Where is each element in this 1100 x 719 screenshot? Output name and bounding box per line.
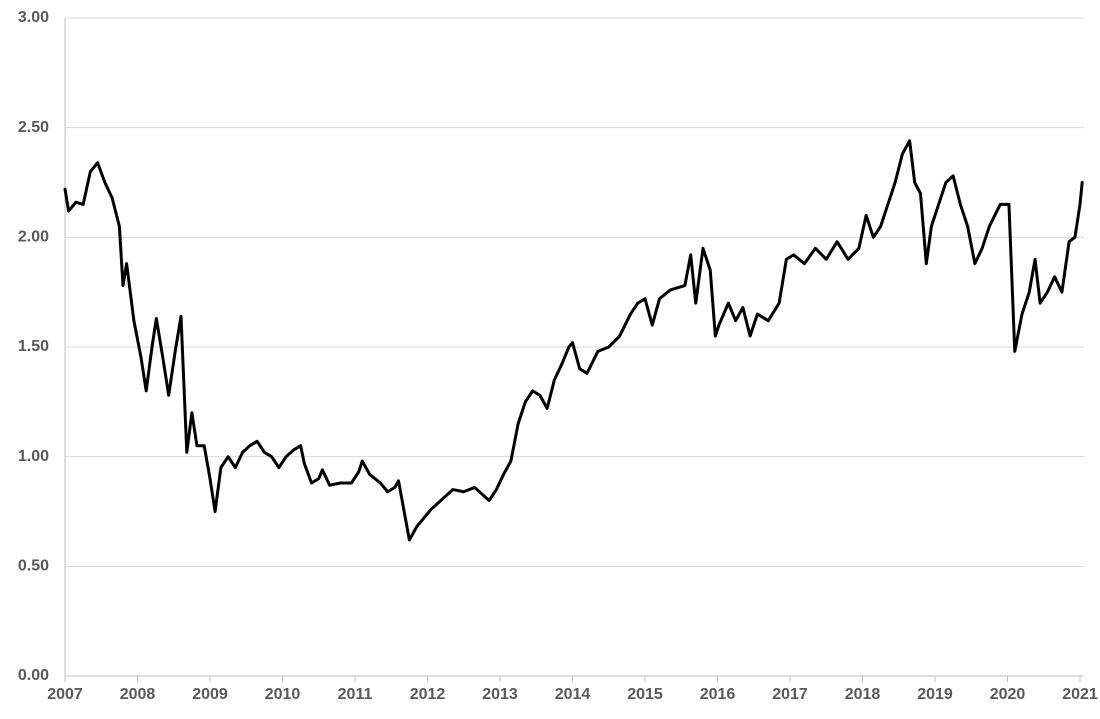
x-tick-label: 2010 xyxy=(265,686,301,703)
y-tick-label: 1.50 xyxy=(18,338,49,355)
y-tick-label: 0.50 xyxy=(18,558,49,575)
x-tick-label: 2015 xyxy=(627,686,663,703)
x-tick-label: 2014 xyxy=(555,686,591,703)
x-tick-label: 2020 xyxy=(990,686,1026,703)
x-tick-label: 2009 xyxy=(192,686,228,703)
x-tick-label: 2012 xyxy=(410,686,446,703)
data-line xyxy=(63,139,1084,542)
y-tick-label: 2.50 xyxy=(18,119,49,136)
x-tick-label: 2011 xyxy=(338,686,373,703)
x-tick-label: 2013 xyxy=(482,686,518,703)
x-tick-label: 2021 xyxy=(1062,686,1098,703)
x-tick-label: 2017 xyxy=(772,686,808,703)
x-tick-label: 2007 xyxy=(47,686,83,703)
x-tick-label: 2008 xyxy=(120,686,156,703)
y-tick-label: 1.00 xyxy=(18,448,49,465)
x-tick-label: 2016 xyxy=(700,686,736,703)
y-tick-label: 0.00 xyxy=(18,667,49,684)
x-tick-label: 2019 xyxy=(917,686,953,703)
y-tick-label: 2.00 xyxy=(18,229,49,246)
y-tick-label: 3.00 xyxy=(18,9,49,26)
x-tick-label: 2018 xyxy=(845,686,881,703)
